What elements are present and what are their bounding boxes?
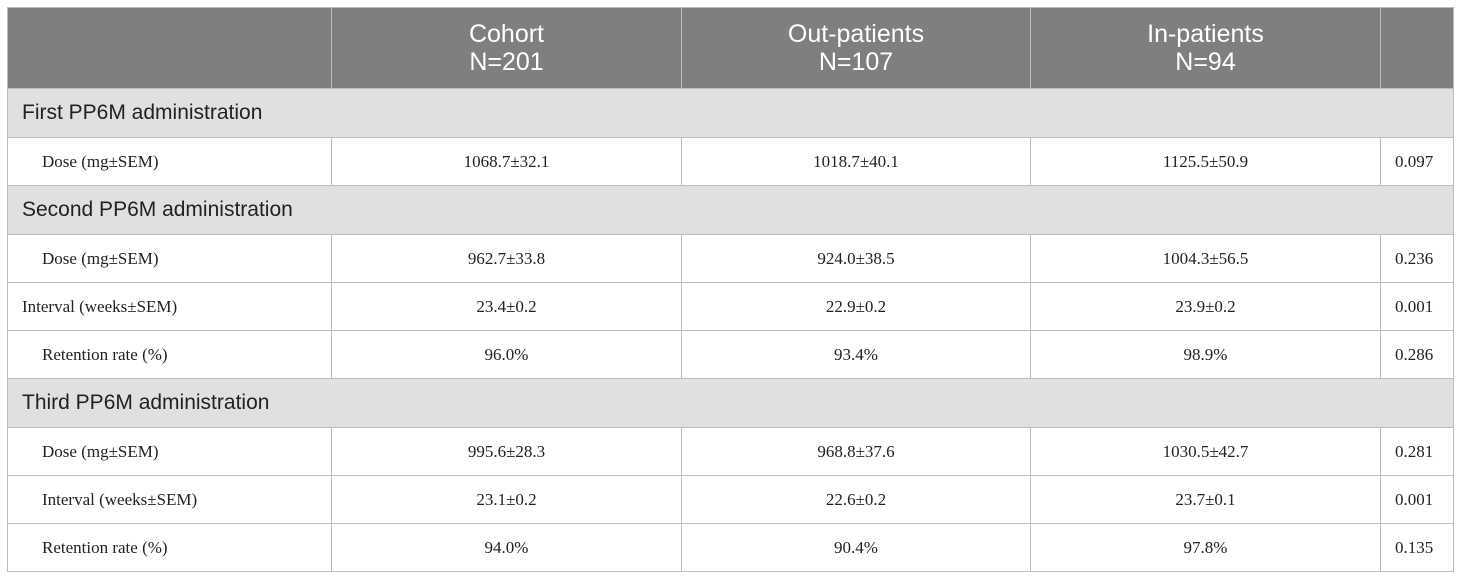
row-label: Interval (weeks±SEM) (7, 282, 332, 331)
out-patients-cell: 968.8±37.6 (681, 427, 1031, 476)
cohort-cell: 962.7±33.8 (331, 234, 682, 283)
header-cohort-n: N=201 (469, 48, 544, 76)
header-row: Cohort N=201 Out-patients N=107 In-patie… (7, 7, 1454, 89)
cohort-cell: 94.0% (331, 523, 682, 572)
header-p-value (1380, 7, 1454, 89)
table-row: Interval (weeks±SEM) 23.4±0.2 22.9±0.2 2… (7, 282, 1454, 331)
p-value-cell: 0.286 (1380, 330, 1454, 379)
p-value-cell: 0.281 (1380, 427, 1454, 476)
table-row: Dose (mg±SEM) 962.7±33.8 924.0±38.5 1004… (7, 234, 1454, 283)
in-patients-cell: 97.8% (1030, 523, 1381, 572)
out-patients-cell: 22.6±0.2 (681, 475, 1031, 524)
data-table: Cohort N=201 Out-patients N=107 In-patie… (7, 7, 1454, 572)
row-label: Interval (weeks±SEM) (7, 475, 332, 524)
in-patients-cell: 23.9±0.2 (1030, 282, 1381, 331)
p-value-cell: 0.135 (1380, 523, 1454, 572)
header-empty (7, 7, 332, 89)
header-cohort: Cohort N=201 (331, 7, 682, 89)
header-out-patients-title: Out-patients (787, 20, 925, 48)
table-row: Dose (mg±SEM) 1068.7±32.1 1018.7±40.1 11… (7, 137, 1454, 186)
row-label: Dose (mg±SEM) (7, 234, 332, 283)
out-patients-cell: 1018.7±40.1 (681, 137, 1031, 186)
row-label: Dose (mg±SEM) (7, 137, 332, 186)
cohort-cell: 23.4±0.2 (331, 282, 682, 331)
header-out-patients-n: N=107 (818, 48, 894, 76)
row-label: Dose (mg±SEM) (7, 427, 332, 476)
table-row: Retention rate (%) 94.0% 90.4% 97.8% 0.1… (7, 523, 1454, 572)
section-title: Second PP6M administration (7, 185, 1454, 235)
cohort-cell: 96.0% (331, 330, 682, 379)
row-label: Retention rate (%) (7, 330, 332, 379)
in-patients-cell: 98.9% (1030, 330, 1381, 379)
header-in-patients: In-patients N=94 (1030, 7, 1381, 89)
in-patients-cell: 1125.5±50.9 (1030, 137, 1381, 186)
header-in-patients-n: N=94 (1175, 48, 1236, 76)
section-row-third: Third PP6M administration (7, 378, 1454, 428)
out-patients-cell: 90.4% (681, 523, 1031, 572)
section-row-first: First PP6M administration (7, 88, 1454, 138)
section-title: First PP6M administration (7, 88, 1454, 138)
p-value-cell: 0.236 (1380, 234, 1454, 283)
table-row: Dose (mg±SEM) 995.6±28.3 968.8±37.6 1030… (7, 427, 1454, 476)
header-cohort-title: Cohort (468, 20, 545, 48)
row-label: Retention rate (%) (7, 523, 332, 572)
section-title: Third PP6M administration (7, 378, 1454, 428)
out-patients-cell: 924.0±38.5 (681, 234, 1031, 283)
in-patients-cell: 1004.3±56.5 (1030, 234, 1381, 283)
cohort-cell: 1068.7±32.1 (331, 137, 682, 186)
section-row-second: Second PP6M administration (7, 185, 1454, 235)
out-patients-cell: 22.9±0.2 (681, 282, 1031, 331)
in-patients-cell: 23.7±0.1 (1030, 475, 1381, 524)
out-patients-cell: 93.4% (681, 330, 1031, 379)
header-out-patients: Out-patients N=107 (681, 7, 1031, 89)
p-value-cell: 0.001 (1380, 475, 1454, 524)
cohort-cell: 23.1±0.2 (331, 475, 682, 524)
in-patients-cell: 1030.5±42.7 (1030, 427, 1381, 476)
header-in-patients-title: In-patients (1147, 20, 1264, 48)
table-row: Retention rate (%) 96.0% 93.4% 98.9% 0.2… (7, 330, 1454, 379)
table-row: Interval (weeks±SEM) 23.1±0.2 22.6±0.2 2… (7, 475, 1454, 524)
p-value-cell: 0.001 (1380, 282, 1454, 331)
p-value-cell: 0.097 (1380, 137, 1454, 186)
cohort-cell: 995.6±28.3 (331, 427, 682, 476)
